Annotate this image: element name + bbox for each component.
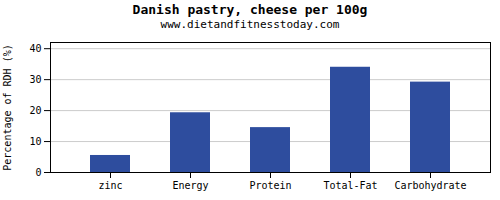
svg-text:Total-Fat: Total-Fat [323, 180, 377, 191]
svg-text:0: 0 [35, 167, 41, 178]
svg-text:Carbohydrate: Carbohydrate [394, 180, 466, 191]
svg-text:zinc: zinc [98, 180, 122, 191]
html-text:Danish pastry, cheese per 100g: Danish pastry, cheese per 100g [132, 2, 368, 17]
svg-text:40: 40 [29, 43, 41, 54]
html-text:www.dietandfitnesstoday.com: www.dietandfitnesstoday.com [160, 18, 340, 31]
svg-text:Protein: Protein [249, 180, 291, 191]
svg-text:10: 10 [29, 136, 41, 147]
svg-text:Energy: Energy [172, 180, 208, 191]
svg-text:30: 30 [29, 74, 41, 85]
svg-text:Percentage of RDH (%): Percentage of RDH (%) [2, 44, 13, 170]
svg-text:20: 20 [29, 105, 41, 116]
